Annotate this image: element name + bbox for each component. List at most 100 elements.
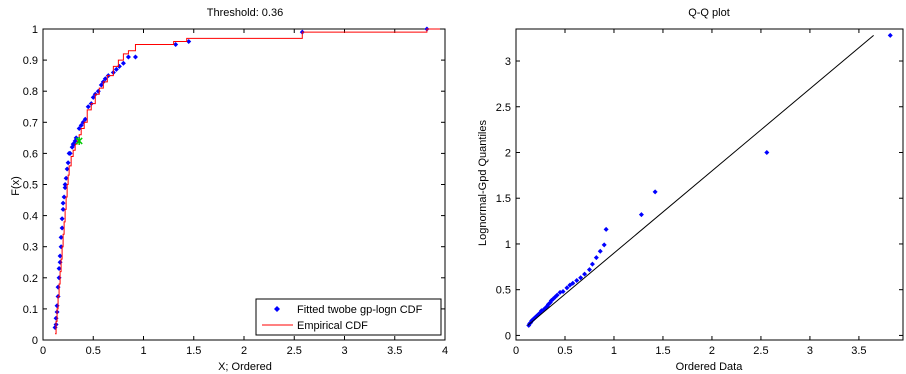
qq-panel: Q-Q plot Ordered Data Lognormal-Gpd Quan… [477, 7, 904, 373]
qq-xtick-label: 3.5 [851, 345, 866, 357]
cdf-xtick-label: 0.5 [86, 345, 101, 357]
cdf-ytick-label: 0.3 [23, 242, 38, 254]
cdf-xtick-label: 3.5 [387, 345, 402, 357]
cdf-data-point [59, 225, 65, 231]
cdf-data-point [113, 66, 119, 72]
cdf-data-point [90, 94, 96, 100]
cdf-ytick-label: 1 [32, 24, 38, 36]
qq-data-point [589, 261, 595, 267]
qq-ytick-label: 2 [505, 147, 511, 159]
qq-reference-line [527, 35, 874, 326]
cdf-ytick-label: 0.7 [23, 117, 38, 129]
cdf-xlabel: X; Ordered [218, 361, 272, 373]
qq-data-point [570, 280, 576, 286]
qq-plot-frame [515, 28, 904, 341]
cdf-data-point [78, 122, 84, 128]
legend-label-fitted: Fitted twobe gp-logn CDF [297, 304, 423, 316]
qq-xtick-label: 2 [709, 345, 715, 357]
qq-ylabel: Lognormal-Gpd Quantiles [477, 120, 489, 246]
qq-ytick-label: 1 [505, 239, 511, 251]
qq-marks [526, 32, 893, 328]
qq-xtick-label: 1 [611, 345, 617, 357]
cdf-data-point [65, 160, 71, 166]
qq-data-point [554, 292, 560, 298]
cdf-marks [52, 26, 440, 335]
cdf-ytick-label: 0.2 [23, 273, 38, 285]
cdf-ytick-label: 0.4 [23, 211, 38, 223]
qq-ytick-label: 1.5 [496, 193, 511, 205]
cdf-data-point [57, 253, 63, 259]
cdf-xtick-label: 0 [40, 345, 46, 357]
qq-xtick-label: 3 [807, 345, 813, 357]
cdf-data-point [61, 194, 67, 200]
cdf-xtick-label: 1 [140, 345, 146, 357]
cdf-panel: Threshold: 0.36 X; Ordered F(x) 0 0.5 1 1.5… [10, 7, 448, 373]
cdf-title: Threshold: 0.36 [207, 7, 283, 19]
qq-xlabel: Ordered Data [676, 361, 744, 373]
qq-data-point [887, 32, 893, 38]
cdf-data-point [62, 185, 68, 191]
qq-data-point [601, 242, 607, 248]
cdf-ytick-label: 0.1 [23, 304, 38, 316]
qq-title: Q-Q plot [688, 7, 730, 19]
qq-data-point [603, 226, 609, 232]
cdf-ylabel: F(x) [10, 176, 22, 196]
qq-ytick-label: 3 [505, 56, 511, 68]
qq-axes: 0 0.5 1 1.5 2 2.5 3 3.5 0 0.5 1 1.5 2 2.5 3 [496, 28, 904, 357]
cdf-ytick-label: 0.9 [23, 55, 38, 67]
legend-label-empirical: Empirical CDF [297, 320, 368, 332]
cdf-ytick-label: 0.5 [23, 180, 38, 192]
cdf-ytick-label: 0 [32, 335, 38, 347]
qq-data-point [652, 189, 658, 195]
qq-data-point [593, 255, 599, 261]
qq-data-point [578, 275, 584, 281]
qq-data-point [586, 267, 592, 273]
cdf-data-point [98, 82, 104, 88]
cdf-data-point [60, 206, 66, 212]
cdf-data-point [76, 126, 82, 132]
cdf-axes: 0 0.5 1 1.5 2 2.5 3 3.5 4 0 0.1 0.2 0.3 0.4 0.5 0.6 0.7 0… [23, 24, 448, 357]
qq-data-point [597, 248, 603, 254]
cdf-xtick-label: 3 [341, 345, 347, 357]
qq-data-point [582, 271, 588, 277]
qq-data-point [638, 212, 644, 218]
cdf-data-point [58, 234, 64, 240]
qq-xtick-label: 0.5 [557, 345, 572, 357]
cdf-legend: Fitted twobe gp-logn CDF Empirical CDF [255, 298, 442, 336]
qq-data-point [560, 289, 566, 295]
qq-xtick-label: 0 [513, 345, 519, 357]
cdf-xtick-label: 1.5 [186, 345, 201, 357]
cdf-data-point [59, 216, 65, 222]
cdf-data-point [63, 175, 69, 181]
cdf-threshold-marker [75, 136, 83, 145]
cdf-data-point [56, 265, 62, 271]
cdf-xtick-label: 2.5 [287, 345, 302, 357]
qq-data-point [574, 278, 580, 284]
qq-ytick-label: 0.5 [496, 285, 511, 297]
qq-ytick-label: 0 [505, 330, 511, 342]
qq-ytick-label: 2.5 [496, 102, 511, 114]
cdf-data-point [64, 166, 70, 172]
cdf-data-point [120, 60, 126, 66]
cdf-data-point [67, 150, 73, 156]
cdf-plot-frame [42, 28, 446, 341]
cdf-data-point [62, 182, 68, 187]
qq-xtick-label: 2.5 [753, 345, 768, 357]
cdf-data-point [85, 104, 91, 110]
cdf-xtick-label: 4 [442, 345, 448, 357]
cdf-ytick-label: 0.6 [23, 148, 38, 160]
qq-data-point [764, 149, 770, 155]
cdf-data-point [125, 54, 131, 60]
qq-data-point [564, 285, 570, 291]
legend-marker-fitted-icon [274, 306, 280, 312]
legend-box [255, 298, 442, 336]
cdf-data-point [82, 116, 88, 122]
cdf-ytick-label: 0.8 [23, 86, 38, 98]
cdf-data-point [60, 200, 66, 206]
cdf-data-point [186, 38, 192, 44]
cdf-data-point [102, 76, 108, 82]
cdf-data-point [132, 54, 138, 60]
cdf-data-point [173, 42, 179, 48]
qq-xtick-label: 1.5 [655, 345, 670, 357]
